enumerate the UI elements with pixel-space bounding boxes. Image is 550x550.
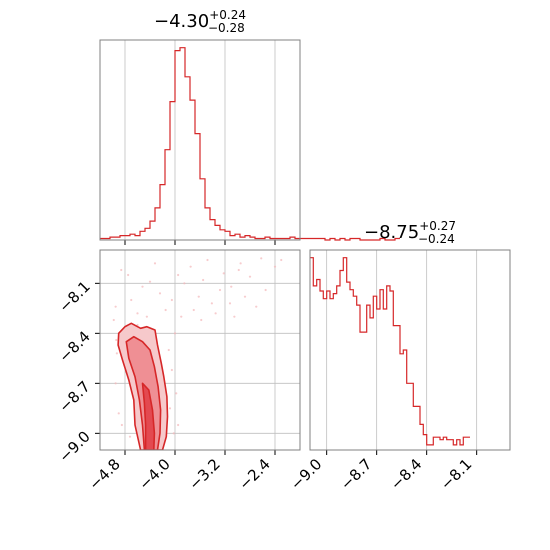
sample-point: [255, 305, 258, 308]
sample-point: [115, 338, 118, 342]
sample-point: [114, 305, 117, 308]
sample-point: [117, 412, 120, 415]
sample-point: [243, 295, 247, 298]
sample-point: [260, 257, 263, 260]
sample-point: [248, 275, 252, 278]
sample-point: [189, 265, 192, 268]
x-tick-label: −4.8: [85, 455, 123, 493]
sample-point: [206, 258, 209, 262]
sample-point: [172, 432, 175, 435]
sample-point: [173, 332, 177, 335]
sample-point: [164, 308, 167, 312]
sample-point: [177, 423, 180, 427]
sample-point: [228, 302, 232, 305]
sample-point: [202, 278, 205, 282]
sample-point: [114, 382, 117, 385]
sample-point: [145, 315, 148, 318]
sample-point: [237, 268, 240, 272]
sample-point: [170, 368, 173, 372]
top-histogram-frame: [99, 39, 301, 241]
top-histogram-title: −4.30+0.24 −0.28: [154, 8, 246, 35]
sample-point: [197, 295, 200, 298]
sample-point: [239, 262, 242, 265]
contour-level-3: [141, 382, 156, 450]
sample-point: [120, 268, 123, 272]
y-tick-label: −8.4: [55, 327, 93, 365]
sample-point: [127, 273, 130, 277]
joint-panel-frame: [99, 249, 301, 451]
sample-point: [120, 423, 123, 427]
sample-point: [264, 288, 267, 292]
sample-point: [170, 298, 173, 302]
sample-point: [280, 258, 283, 262]
sample-point: [233, 315, 236, 318]
sample-point: [112, 318, 115, 322]
sample-point: [180, 315, 183, 318]
sample-point: [192, 308, 195, 312]
sample-point: [128, 435, 132, 438]
x-tick-label: −8.7: [337, 455, 375, 493]
sample-point: [222, 272, 225, 275]
x-tick-label: −3.2: [185, 455, 223, 493]
sample-point: [168, 407, 172, 410]
x-tick-label: −9.0: [287, 455, 325, 493]
sample-point: [273, 265, 277, 268]
sample-point: [177, 273, 180, 277]
x-tick-label: −8.4: [387, 455, 425, 493]
y-tick-label: −8.1: [55, 277, 93, 315]
sample-point: [153, 262, 157, 265]
sample-point: [148, 280, 152, 283]
histogram-series: [310, 257, 470, 446]
x-tick-label: −4.0: [135, 455, 173, 493]
sample-point: [210, 302, 213, 305]
sample-point: [230, 285, 233, 288]
right-histogram-title: −8.75+0.27 −0.24: [364, 219, 456, 246]
y-tick-label: −9.0: [55, 427, 93, 465]
contour-group: [112, 257, 283, 450]
histogram-series: [100, 47, 400, 241]
sample-point: [214, 312, 217, 315]
right-histogram-frame: [309, 249, 511, 451]
sample-point: [218, 288, 222, 292]
y-tick-label: −8.7: [55, 377, 93, 415]
sample-point: [183, 282, 186, 285]
sample-point: [130, 298, 133, 302]
x-tick-label: −8.1: [437, 455, 475, 493]
sample-point: [175, 392, 178, 395]
sample-point: [158, 292, 162, 295]
sample-point: [136, 312, 139, 315]
x-tick-label: −2.4: [235, 455, 273, 493]
sample-point: [167, 348, 170, 352]
sample-point: [200, 318, 203, 322]
sample-point: [115, 352, 118, 355]
sample-point: [141, 285, 144, 288]
